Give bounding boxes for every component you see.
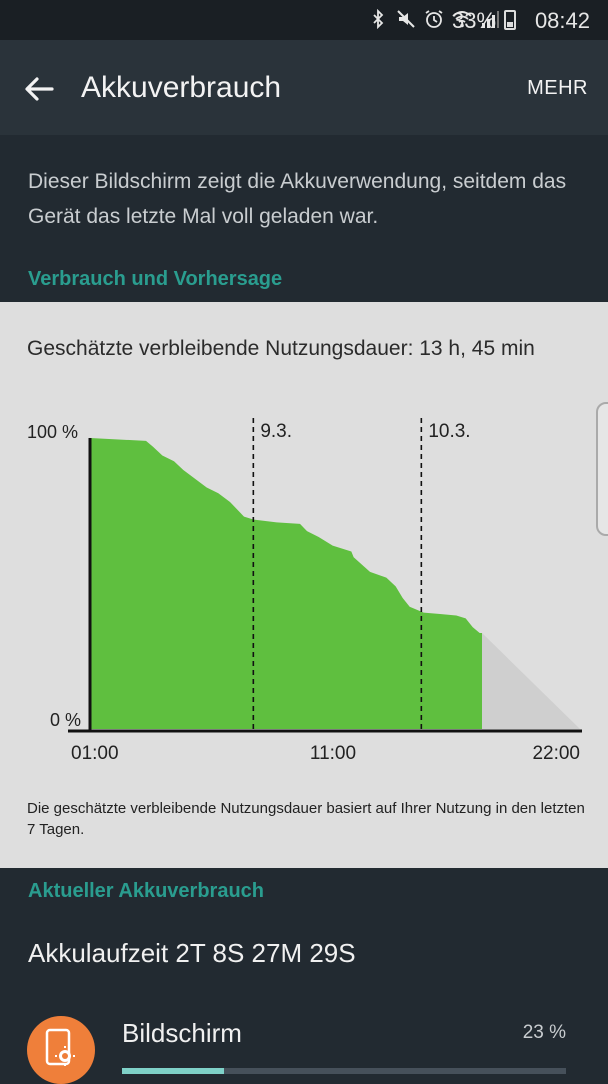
battery-uptime: Akkulaufzeit 2T 8S 27M 29S (28, 938, 356, 968)
y-tick-label: 0 % (50, 710, 81, 730)
wifi-icon (452, 11, 472, 28)
x-tick-label: 22:00 (532, 743, 580, 764)
back-arrow-icon[interactable] (22, 72, 56, 106)
signal-icon (482, 11, 499, 28)
chart-note: Die geschätzte verbleibende Nutzungsdaue… (27, 800, 585, 838)
x-tick-label: 11:00 (310, 743, 356, 764)
actual-usage-area (90, 438, 482, 729)
usage-item-screen[interactable]: Bildschirm 23 % (0, 1010, 608, 1084)
usage-progress-fill (122, 1068, 225, 1074)
usage-item-name: Bildschirm (122, 1018, 242, 1048)
clock: 08:42 (534, 8, 590, 33)
description-text: Dieser Bildschirm zeigt die Akkuverwendu… (28, 170, 567, 228)
y-tick-label: 100 % (27, 422, 78, 442)
bluetooth-icon (373, 9, 384, 29)
status-icons (368, 9, 500, 29)
battery-percent: 33% (452, 8, 497, 33)
section-header-current-usage: Aktueller Akkuverbrauch (28, 880, 265, 902)
usage-item-percent: 23 % (522, 1022, 566, 1043)
day-marker-label: 9.3. (260, 421, 292, 442)
mute-icon (397, 10, 415, 28)
predicted-usage-area (482, 632, 580, 729)
usage-progress-track (122, 1068, 566, 1074)
battery-icon (504, 10, 516, 30)
screen-brightness-icon (27, 1016, 95, 1084)
day-marker-label: 10.3. (428, 421, 470, 442)
section-header-usage-forecast: Verbrauch und Vorhersage (28, 268, 283, 290)
x-tick-label: 01:00 (71, 743, 119, 764)
alarm-icon (425, 10, 443, 28)
battery-usage-chart: 9.3. 10.3. 100 % 0 % 01:00 11:00 22:00 (27, 418, 582, 764)
status-bar: 33% 08:42 (0, 0, 608, 40)
estimated-remaining-time: Geschätzte verbleibende Nutzungsdauer: 1… (27, 337, 535, 360)
app-bar: Akkuverbrauch MEHR (0, 40, 608, 135)
edge-panel-handle[interactable] (596, 402, 608, 536)
page-title: Akkuverbrauch (81, 71, 282, 104)
more-button[interactable]: MEHR (527, 77, 588, 99)
usage-forecast-card: Geschätzte verbleibende Nutzungsdauer: 1… (0, 302, 608, 868)
